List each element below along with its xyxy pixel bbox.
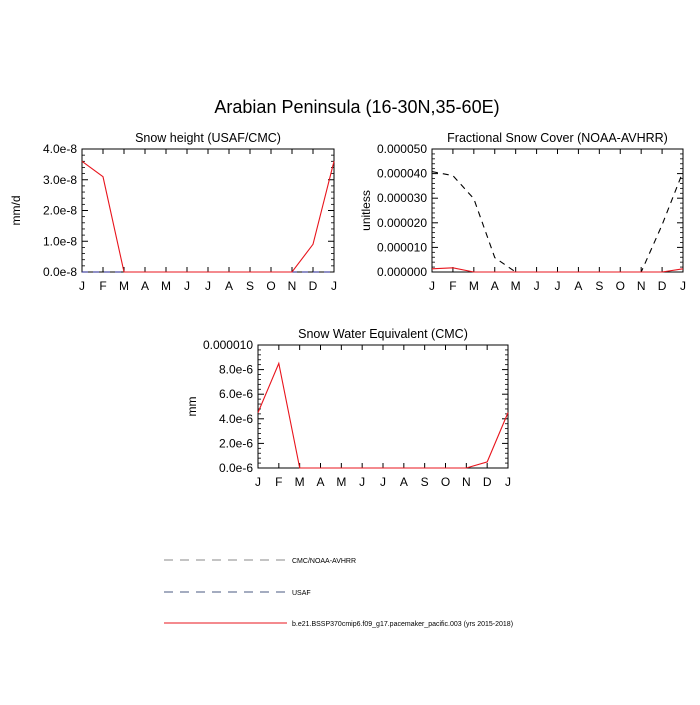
fractional-snow-cover-xtick-label: A xyxy=(491,279,499,293)
snow-water-equivalent-xtick-label: M xyxy=(336,475,346,489)
snow-water-equivalent-ytick-label: 2.0e-6 xyxy=(219,436,253,450)
fractional-snow-cover-ytick-label: 0.000030 xyxy=(377,191,427,205)
fractional-snow-cover-xtick-label: M xyxy=(469,279,479,293)
fractional-snow-cover-series-solid-red xyxy=(431,267,684,273)
snow-water-equivalent-ytick-label: 6.0e-6 xyxy=(219,387,253,401)
snow-height-title: Snow height (USAF/CMC) xyxy=(135,131,281,145)
fractional-snow-cover-xtick-label: J xyxy=(555,279,561,293)
fractional-snow-cover-title: Fractional Snow Cover (NOAA-AVHRR) xyxy=(447,131,668,145)
snow-height-xtick-label: M xyxy=(119,279,129,293)
snow-water-equivalent-ylabel: mm xyxy=(185,397,199,417)
snow-water-equivalent-xtick-label: N xyxy=(462,475,471,489)
fractional-snow-cover-ylabel: unitless xyxy=(359,190,373,231)
snow-water-equivalent-xtick-label: M xyxy=(295,475,305,489)
fractional-snow-cover-ytick-label: 0.000040 xyxy=(377,167,427,181)
fractional-snow-cover-ytick-label: 0.000020 xyxy=(377,216,427,230)
snow-water-equivalent-title: Snow Water Equivalent (CMC) xyxy=(298,327,468,341)
legend-label-usaf: USAF xyxy=(292,590,311,597)
snow-height-xtick-label: F xyxy=(99,279,106,293)
fractional-snow-cover-xtick-label: D xyxy=(658,279,667,293)
snow-height-ytick-label: 3.0e-8 xyxy=(43,173,77,187)
legend-label-model: b.e21.BSSP370cmip6.f09_g17.pacemaker_pac… xyxy=(292,621,513,628)
snow-water-equivalent-ytick-label: 0.000010 xyxy=(203,338,253,352)
snow-water-equivalent-xtick-label: A xyxy=(316,475,324,489)
snow-water-equivalent-xtick-label: J xyxy=(359,475,365,489)
snow-height-xtick-label: M xyxy=(161,279,171,293)
fractional-snow-cover-xtick-label: J xyxy=(680,279,686,293)
snow-height-xtick-label: J xyxy=(205,279,211,293)
snow-water-equivalent-xtick-label: O xyxy=(441,475,450,489)
snow-water-equivalent-ytick-label: 4.0e-6 xyxy=(219,412,253,426)
snow-height-xtick-label: O xyxy=(266,279,275,293)
snow-height-ytick-label: 2.0e-8 xyxy=(43,204,77,218)
snow-height-xtick-label: J xyxy=(331,279,337,293)
fractional-snow-cover-plot-frame xyxy=(431,148,684,273)
snow-height-ytick-label: 4.0e-8 xyxy=(43,142,77,156)
snow-height-xtick-label: N xyxy=(288,279,297,293)
figure-title: Arabian Peninsula (16-30N,35-60E) xyxy=(214,97,499,117)
snow-height-xtick-label: A xyxy=(225,279,233,293)
legend: CMC/NOAA-AVHRR USAF b.e21.BSSP370cmip6.f… xyxy=(164,558,513,628)
fractional-snow-cover-xtick-label: J xyxy=(534,279,540,293)
fractional-snow-cover-xtick-label: J xyxy=(429,279,435,293)
snow-water-equivalent-xtick-label: J xyxy=(380,475,386,489)
snow-water-equivalent-xtick-label: D xyxy=(483,475,492,489)
snow-height-ylabel: mm/d xyxy=(9,196,23,226)
snow-water-equivalent-series-solid-red xyxy=(257,361,509,469)
snow-height-series-solid-red xyxy=(81,160,335,273)
snow-height-xtick-label: A xyxy=(141,279,149,293)
snow-water-equivalent-xtick-label: A xyxy=(400,475,408,489)
fractional-snow-cover-xtick-label: F xyxy=(449,279,456,293)
panel-snow-height: Snow height (USAF/CMC)mm/dJ F M A M J J A S O N D J0… xyxy=(9,131,337,293)
fractional-snow-cover-ytick-label: 0.000050 xyxy=(377,142,427,156)
snow-height-xtick-label: D xyxy=(309,279,318,293)
panel-snow-water-equivalent: Snow Water Equivalent (CMC)mmJ F M A M J J A S O N… xyxy=(185,327,511,489)
snow-water-equivalent-ytick-label: 8.0e-6 xyxy=(219,363,253,377)
fractional-snow-cover-xtick-label: O xyxy=(616,279,625,293)
legend-label-cmc-noaa: CMC/NOAA-AVHRR xyxy=(292,558,356,565)
snow-water-equivalent-xtick-label: J xyxy=(505,475,511,489)
snow-height-xtick-label: J xyxy=(184,279,190,293)
snow-water-equivalent-xtick-label: S xyxy=(421,475,429,489)
fractional-snow-cover-ytick-label: 0.000000 xyxy=(377,265,427,279)
panel-fractional-snow-cover: Fractional Snow Cover (NOAA-AVHRR) unitle… xyxy=(359,131,686,293)
snow-water-equivalent-ytick-label: 0.0e-6 xyxy=(219,461,253,475)
fractional-snow-cover-xtick-label: M xyxy=(511,279,521,293)
snow-height-xtick-label: J xyxy=(79,279,85,293)
snow-height-ytick-label: 1.0e-8 xyxy=(43,234,77,248)
snow-height-xtick-label: S xyxy=(246,279,254,293)
fractional-snow-cover-series-dashed-black xyxy=(431,171,684,273)
fractional-snow-cover-ytick-label: 0.000010 xyxy=(377,240,427,254)
fractional-snow-cover-xtick-label: N xyxy=(637,279,646,293)
snow-height-ytick-label: 0.0e-8 xyxy=(43,265,77,279)
snow-water-equivalent-xtick-label: J xyxy=(255,475,261,489)
fractional-snow-cover-xtick-label: A xyxy=(574,279,582,293)
fractional-snow-cover-xtick-label: S xyxy=(595,279,603,293)
snow-water-equivalent-xtick-label: F xyxy=(275,475,282,489)
